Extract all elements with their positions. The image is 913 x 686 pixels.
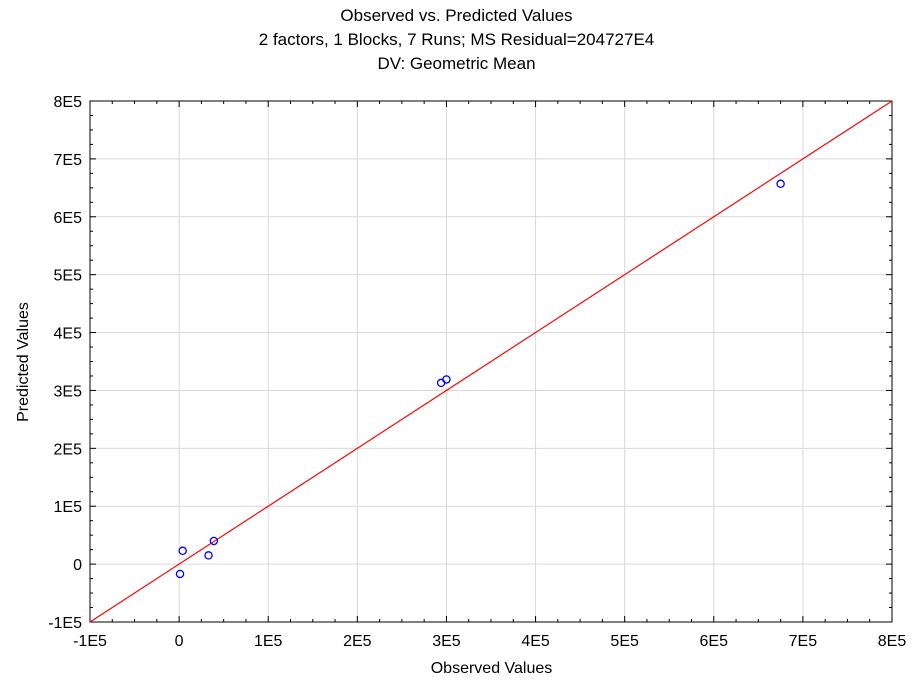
x-tick-label: 8E5 — [878, 633, 907, 650]
x-tick-label: 6E5 — [700, 633, 729, 650]
y-tick-label: 0 — [73, 557, 82, 574]
chart-title: Observed vs. Predicted Values — [340, 6, 573, 25]
data-point — [178, 546, 187, 556]
x-tick-label: -1E5 — [73, 633, 107, 650]
x-tick-label: 1E5 — [254, 633, 283, 650]
y-tick-label: 8E5 — [54, 94, 83, 111]
y-tick-label: 3E5 — [54, 383, 83, 400]
y-tick-label: 7E5 — [54, 152, 83, 169]
y-tick-labels: -1E5 0 1E5 2E5 3E5 4E5 5E5 6E5 7E5 8E5 — [48, 94, 82, 632]
data-point — [204, 551, 213, 560]
fit-line — [89, 100, 893, 623]
chart-subtitle-factors: 2 factors, 1 Blocks, 7 Runs; MS Residual… — [258, 30, 655, 49]
y-tick-label: 6E5 — [54, 210, 83, 227]
x-tick-label: 7E5 — [789, 633, 818, 650]
x-axis-title: Observed Values — [430, 660, 553, 677]
x-tick-label: 3E5 — [432, 633, 461, 650]
y-axis-title: Predicted Values — [15, 302, 32, 422]
data-point — [776, 179, 785, 189]
y-tick-label: 4E5 — [54, 326, 83, 343]
x-tick-label: 0 — [175, 633, 184, 650]
data-point — [442, 375, 451, 384]
axis-ticks — [89, 100, 893, 623]
y-tick-label: 2E5 — [54, 441, 83, 458]
data-point — [175, 569, 185, 579]
fit-line-layer — [89, 100, 893, 623]
y-tick-label: -1E5 — [48, 615, 82, 632]
data-points — [175, 179, 785, 579]
x-tick-label: 5E5 — [610, 633, 639, 650]
x-tick-labels: -1E5 0 1E5 2E5 3E5 4E5 5E5 6E5 7E5 8E5 — [73, 633, 906, 650]
chart-subtitle-dv: DV: Geometric Mean — [377, 54, 536, 73]
y-tick-label: 5E5 — [54, 268, 83, 285]
x-tick-label: 2E5 — [343, 633, 372, 650]
grid — [90, 101, 892, 622]
data-point — [209, 536, 219, 546]
y-tick-label: 1E5 — [54, 499, 83, 516]
x-tick-label: 4E5 — [521, 633, 550, 650]
